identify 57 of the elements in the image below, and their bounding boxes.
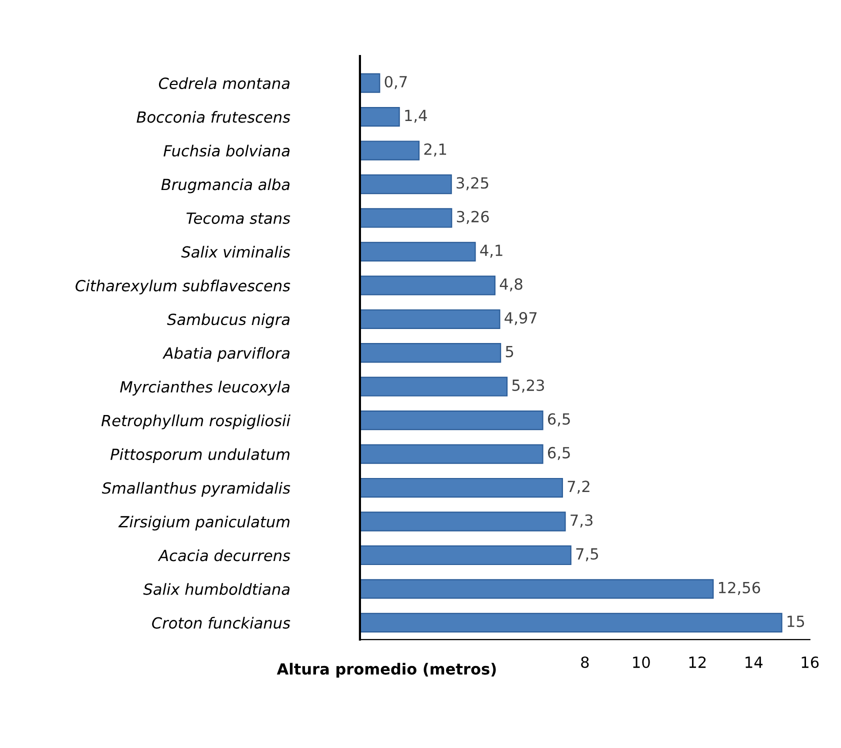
data-label: 12,56	[718, 582, 760, 595]
data-label: 3,25	[456, 177, 488, 190]
bar	[360, 73, 380, 93]
y-tick-label: Citharexylum subflavescens	[76, 280, 290, 294]
y-tick-label: Fuchsia bolviana	[164, 144, 290, 157]
x-tick-label: 10	[633, 656, 650, 668]
bar	[360, 106, 400, 127]
y-tick-label: Pittosporum undulatum	[110, 448, 290, 464]
bar	[360, 174, 452, 194]
bar	[360, 512, 566, 532]
data-label: 4,8	[500, 278, 522, 292]
x-tick-label: 14	[746, 656, 763, 668]
y-tick-label: Tecoma stans	[186, 212, 290, 224]
bar	[360, 579, 714, 599]
y-tick-label: Brugmancia alba	[161, 178, 290, 194]
data-label: 7,2	[568, 480, 590, 494]
y-tick-label: Croton funckianus	[152, 616, 290, 629]
y-tick-label: Smallanthus pyramidalis	[102, 482, 290, 497]
y-tick-label: Abatia parviflora	[162, 347, 290, 362]
data-label: 7,3	[570, 514, 592, 528]
bar	[360, 242, 476, 262]
x-tick-label: 12	[689, 656, 706, 668]
bar	[360, 343, 502, 363]
bar	[360, 276, 496, 296]
bar	[360, 612, 782, 633]
y-tick-label: Cedrela montana	[158, 77, 290, 90]
data-label: 5,23	[512, 379, 544, 393]
x-tick-label: 8	[581, 656, 589, 668]
data-label: 15	[788, 616, 804, 628]
data-label: 1,4	[405, 110, 427, 123]
y-tick-label: Bocconia frutescens	[136, 111, 290, 123]
x-tick-label: 16	[802, 656, 819, 668]
data-label: 4,1	[480, 244, 502, 258]
bar	[360, 376, 508, 396]
y-tick-label: Acacia decurrens	[158, 549, 290, 562]
data-label: 5	[506, 346, 514, 358]
bar	[360, 444, 544, 464]
bar	[360, 478, 563, 498]
y-tick-label: Myrcianthes leucoxyla	[120, 380, 290, 396]
y-tick-label: Zirsigium paniculatum	[118, 516, 290, 530]
bar	[360, 545, 572, 566]
x-axis-title: Altura promedio (metros)	[276, 662, 496, 678]
bar	[360, 140, 420, 160]
y-tick-label: Sambucus nigra	[167, 313, 290, 328]
data-label: 6,5	[548, 413, 570, 426]
y-tick-label: Salix viminalis	[181, 246, 290, 258]
data-label: 4,97	[504, 312, 537, 326]
bar	[360, 410, 544, 430]
y-tick-label: Salix humboldtiana	[143, 583, 290, 595]
data-label: 3,26	[456, 210, 489, 224]
data-label: 6,5	[548, 446, 570, 460]
bar	[360, 309, 500, 329]
data-label: 2,1	[424, 143, 446, 157]
y-tick-label: Retrophyllum rospigliosii	[101, 414, 290, 430]
data-label: 0,7	[384, 76, 407, 90]
bar	[360, 208, 452, 228]
data-label: 7,5	[576, 548, 598, 562]
